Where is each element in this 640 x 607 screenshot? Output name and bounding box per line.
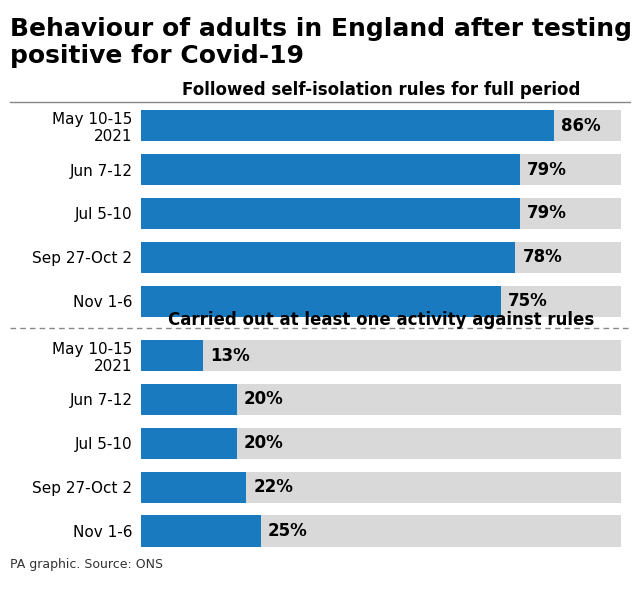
Bar bbox=[141, 198, 520, 229]
Bar bbox=[141, 427, 237, 459]
Text: 25%: 25% bbox=[268, 522, 308, 540]
Bar bbox=[141, 242, 621, 273]
Bar bbox=[141, 427, 621, 459]
Title: Carried out at least one activity against rules: Carried out at least one activity agains… bbox=[168, 311, 594, 329]
Bar bbox=[141, 384, 621, 415]
Bar bbox=[141, 384, 237, 415]
Text: 78%: 78% bbox=[522, 248, 562, 266]
Text: 22%: 22% bbox=[253, 478, 294, 497]
Bar bbox=[141, 198, 621, 229]
Bar bbox=[141, 285, 501, 317]
Bar bbox=[141, 110, 621, 141]
Text: 13%: 13% bbox=[211, 347, 250, 365]
Bar bbox=[141, 472, 621, 503]
Text: Behaviour of adults in England after testing
positive for Covid-19: Behaviour of adults in England after tes… bbox=[10, 17, 632, 68]
Text: 79%: 79% bbox=[527, 205, 567, 222]
Bar bbox=[141, 340, 621, 371]
Bar bbox=[141, 154, 520, 185]
Bar bbox=[141, 110, 554, 141]
Text: 20%: 20% bbox=[244, 435, 284, 452]
Bar bbox=[141, 472, 246, 503]
Text: 86%: 86% bbox=[561, 117, 600, 135]
Bar bbox=[141, 515, 621, 547]
Text: 20%: 20% bbox=[244, 390, 284, 409]
Bar bbox=[141, 242, 515, 273]
Bar bbox=[141, 515, 261, 547]
Text: 75%: 75% bbox=[508, 293, 548, 310]
Bar bbox=[141, 285, 621, 317]
Bar bbox=[141, 154, 621, 185]
Text: 79%: 79% bbox=[527, 160, 567, 178]
Title: Followed self-isolation rules for full period: Followed self-isolation rules for full p… bbox=[182, 81, 580, 100]
Text: PA graphic. Source: ONS: PA graphic. Source: ONS bbox=[10, 558, 163, 571]
Bar bbox=[141, 340, 204, 371]
